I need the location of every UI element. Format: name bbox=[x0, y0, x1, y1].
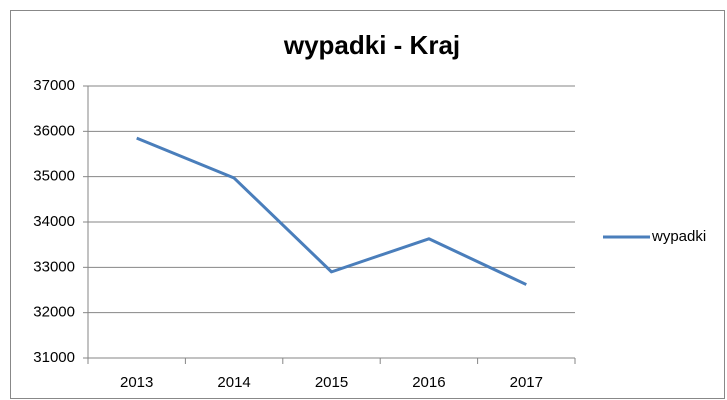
y-tick-label: 33000 bbox=[33, 258, 75, 275]
x-tick-label: 2016 bbox=[412, 374, 445, 391]
y-tick-label: 37000 bbox=[33, 77, 75, 94]
x-tick-label: 2017 bbox=[510, 374, 543, 391]
x-tick-label: 2013 bbox=[120, 374, 153, 391]
line-series bbox=[136, 136, 527, 286]
y-tick-label: 32000 bbox=[33, 304, 75, 321]
y-tick-label: 36000 bbox=[33, 122, 75, 139]
y-tick-label: 34000 bbox=[33, 213, 75, 230]
chart-title: wypadki - Kraj bbox=[283, 30, 460, 60]
y-tick-label: 35000 bbox=[33, 168, 75, 185]
y-tick-label: 31000 bbox=[33, 349, 75, 366]
x-tick-label: 2015 bbox=[315, 374, 348, 391]
legend-label: wypadki bbox=[651, 228, 706, 245]
x-tick-label: 2014 bbox=[217, 374, 250, 391]
chart-frame bbox=[10, 10, 725, 399]
